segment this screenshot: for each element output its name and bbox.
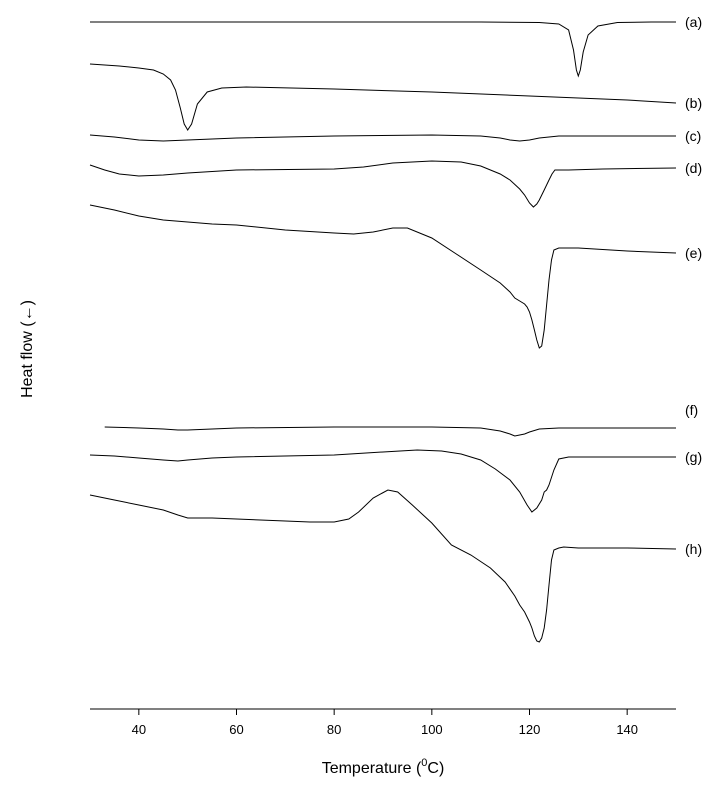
curve-h <box>89 489 677 643</box>
curve-g <box>89 449 676 513</box>
curve-label-e: (e) <box>685 245 702 261</box>
x-tick-label-120: 120 <box>519 722 541 737</box>
curve-a <box>90 21 676 78</box>
x-axis-title-sup: 0 <box>421 757 427 769</box>
curves-group <box>89 21 677 643</box>
x-tick-label-40: 40 <box>132 722 146 737</box>
curve-label-g: (g) <box>685 449 702 465</box>
y-axis-title: Heat flow (←) <box>19 300 36 398</box>
curve-e <box>89 204 677 349</box>
x-axis-title-main: Temperature ( <box>322 760 422 777</box>
curve-d <box>89 160 677 208</box>
x-axis: 40 60 80 100 120 140 <box>90 708 676 737</box>
curve-label-c: (c) <box>685 128 701 144</box>
curve-c <box>89 134 676 142</box>
x-axis-title-end: C) <box>427 760 444 777</box>
x-tick-label-140: 140 <box>616 722 638 737</box>
x-ticks-group: 40 60 80 100 120 140 <box>132 709 638 737</box>
curve-f <box>104 426 676 437</box>
x-tick-label-80: 80 <box>327 722 341 737</box>
curve-label-h: (h) <box>685 541 702 557</box>
curve-label-b: (b) <box>685 95 702 111</box>
curve-label-d: (d) <box>685 160 702 176</box>
x-axis-title: Temperature (0C) <box>322 757 445 777</box>
curve-label-a: (a) <box>685 14 702 30</box>
x-tick-label-60: 60 <box>229 722 243 737</box>
curve-b <box>89 63 677 131</box>
x-tick-label-100: 100 <box>421 722 443 737</box>
curve-label-f: (f) <box>685 402 698 418</box>
curve-labels-group: (a) (b) (c) (d) (e) (f) (g) (h) <box>685 14 702 557</box>
